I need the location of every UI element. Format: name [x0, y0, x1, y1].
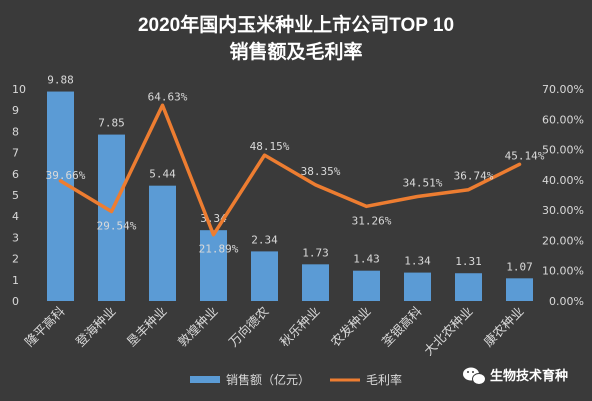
- bar: [455, 273, 482, 301]
- left-axis-tick-label: 6: [12, 168, 19, 181]
- bar-series: [47, 91, 533, 301]
- bar-value-label: 2.34: [251, 233, 278, 246]
- category-label: 大北农种业: [421, 304, 476, 359]
- category-label: 垦丰种业: [124, 304, 170, 350]
- watermark-text: 生物技术育种: [490, 368, 568, 384]
- watermark: 生物技术育种: [463, 367, 568, 385]
- bar: [200, 230, 227, 301]
- left-axis-tick-label: 9: [12, 104, 19, 117]
- category-label: 康农种业: [481, 304, 527, 350]
- category-label: 秋乐种业: [277, 304, 323, 350]
- left-axis-tick-label: 8: [12, 125, 19, 138]
- wechat-icon: [463, 367, 486, 385]
- category-label: 隆平高科: [22, 303, 68, 349]
- left-axis-tick-label: 0: [12, 295, 19, 308]
- right-axis-tick-label: 70.00%: [542, 83, 584, 96]
- left-axis-tick-label: 7: [12, 147, 19, 160]
- bar: [251, 251, 278, 301]
- bar: [149, 185, 176, 301]
- line-value-label: 39.66%: [46, 169, 86, 182]
- right-axis-tick-label: 0.00%: [549, 295, 584, 308]
- bar-value-label: 7.85: [98, 117, 125, 130]
- chart-subtitle: 销售额及毛利率: [229, 40, 362, 63]
- bar-data-labels: 9.887.855.443.342.341.73 1.43 1.34 1.31 1.07: [47, 74, 533, 274]
- left-axis: 0 1 2 3 4 5 6 7 8 9 10: [12, 83, 26, 308]
- bar: [404, 272, 431, 301]
- line-value-label: 36.74%: [454, 170, 494, 183]
- right-axis-tick-label: 50.00%: [542, 144, 584, 157]
- bar: [302, 264, 329, 301]
- left-axis-tick-label: 10: [12, 83, 26, 96]
- category-label: 敦煌种业: [175, 304, 221, 350]
- bar: [506, 278, 533, 301]
- bar-value-label: 1.73: [302, 246, 329, 259]
- line-value-label: 29.54%: [97, 220, 137, 233]
- bar: [98, 134, 125, 301]
- bar-value-label: 1.43: [353, 253, 380, 266]
- left-axis-tick-label: 1: [12, 274, 19, 287]
- category-label: 万向德农: [226, 303, 272, 349]
- bar-value-label: 5.44: [149, 168, 176, 181]
- left-axis-tick-label: 3: [12, 231, 19, 244]
- right-axis-tick-label: 60.00%: [542, 113, 584, 126]
- legend-line-label: 毛利率: [366, 372, 402, 387]
- line-value-label: 45.14%: [505, 149, 545, 162]
- left-axis-tick-label: 2: [12, 253, 19, 266]
- chart-title: 2020年国内玉米种业上市公司TOP 10: [138, 13, 454, 36]
- line-value-label: 34.51%: [403, 176, 443, 189]
- line-value-label: 31.26%: [352, 214, 392, 227]
- line-value-label: 64.63%: [148, 90, 188, 103]
- category-label: 荃银高科: [379, 303, 425, 349]
- line-series: [58, 103, 522, 237]
- legend: 销售额（亿元） 毛利率: [190, 372, 402, 387]
- bar-value-label: 1.07: [506, 260, 533, 273]
- legend-bar-label: 销售额（亿元）: [226, 372, 310, 387]
- left-axis-tick-label: 4: [12, 210, 19, 223]
- bar-value-label: 1.34: [404, 255, 431, 268]
- right-axis-tick-label: 30.00%: [542, 204, 584, 217]
- bar: [353, 270, 380, 301]
- right-axis-tick-label: 10.00%: [542, 265, 584, 278]
- line-value-label: 48.15%: [250, 140, 290, 153]
- legend-bar-swatch: [190, 376, 220, 383]
- category-label: 农发种业: [328, 304, 374, 350]
- line-value-label: 38.35%: [301, 165, 341, 178]
- right-axis-tick-label: 20.00%: [542, 234, 584, 247]
- line-data-labels: 39.66% 29.54% 64.63% 21.89% 48.15% 38.35% 31.2…: [46, 90, 545, 255]
- category-label: 登海种业: [73, 304, 119, 350]
- right-axis: 0.00% 10.00% 20.00% 30.00% 40.00% 50.00% 60.00…: [542, 83, 584, 308]
- bar: [47, 91, 74, 301]
- bar-value-label: 9.88: [47, 74, 74, 87]
- left-axis-tick-label: 5: [12, 189, 19, 202]
- line-value-label: 21.89%: [199, 243, 239, 256]
- bar-value-label: 1.31: [455, 255, 482, 268]
- gross-margin-line: [58, 103, 522, 237]
- right-axis-tick-label: 40.00%: [542, 174, 584, 187]
